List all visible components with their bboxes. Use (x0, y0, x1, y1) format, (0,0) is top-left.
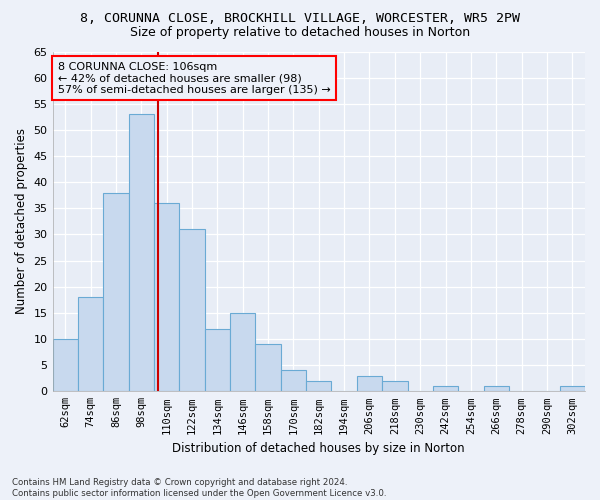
Text: Size of property relative to detached houses in Norton: Size of property relative to detached ho… (130, 26, 470, 39)
Bar (256, 344, 281, 392)
Bar (357, 376, 382, 392)
Bar (306, 381, 331, 392)
Bar (103, 192, 128, 392)
Text: 8, CORUNNA CLOSE, BROCKHILL VILLAGE, WORCESTER, WR5 2PW: 8, CORUNNA CLOSE, BROCKHILL VILLAGE, WOR… (80, 12, 520, 26)
Bar (179, 229, 205, 392)
Bar (53, 339, 78, 392)
Bar (78, 297, 103, 392)
Bar (433, 386, 458, 392)
Y-axis label: Number of detached properties: Number of detached properties (15, 128, 28, 314)
Bar (560, 386, 585, 392)
Bar (154, 203, 179, 392)
Text: Contains HM Land Registry data © Crown copyright and database right 2024.
Contai: Contains HM Land Registry data © Crown c… (12, 478, 386, 498)
Bar (281, 370, 306, 392)
Bar (382, 381, 407, 392)
Text: 8 CORUNNA CLOSE: 106sqm
← 42% of detached houses are smaller (98)
57% of semi-de: 8 CORUNNA CLOSE: 106sqm ← 42% of detache… (58, 62, 331, 95)
Bar (205, 328, 230, 392)
Bar (230, 313, 256, 392)
X-axis label: Distribution of detached houses by size in Norton: Distribution of detached houses by size … (172, 442, 465, 455)
Bar (484, 386, 509, 392)
Bar (128, 114, 154, 392)
